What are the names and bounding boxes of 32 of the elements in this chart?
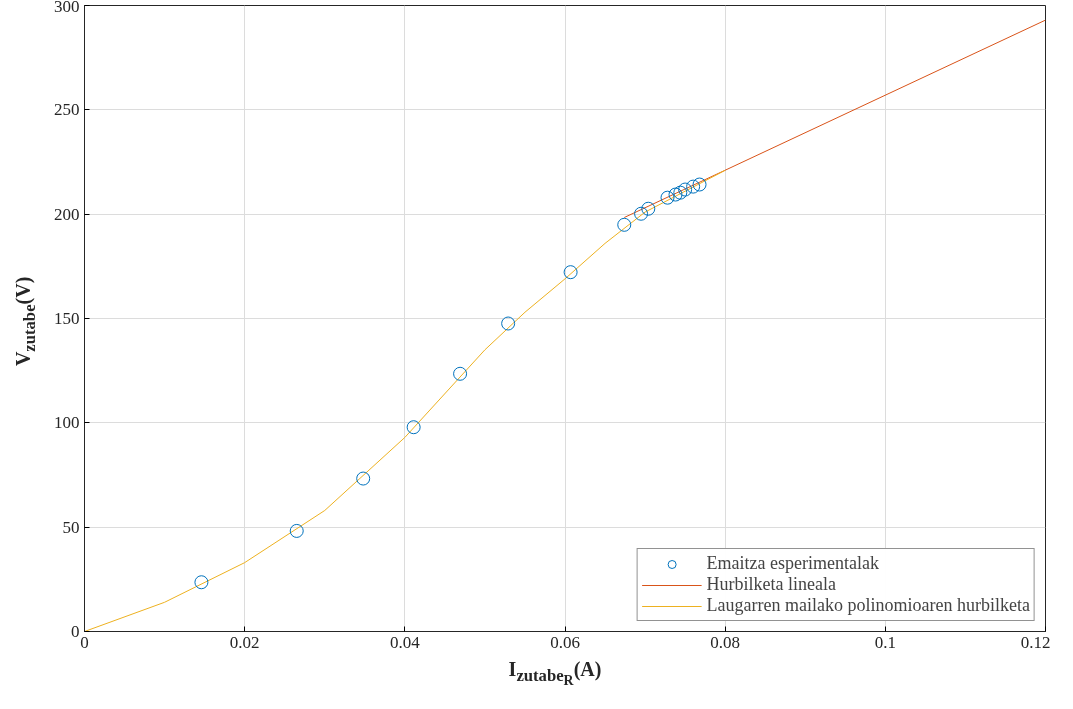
y-tick-label: 200 bbox=[54, 204, 80, 224]
legend-label: Laugarren mailako polinomioaren hurbilketa bbox=[706, 595, 1030, 616]
point bbox=[356, 471, 371, 486]
point bbox=[194, 575, 209, 590]
x-tick-label: 0.08 bbox=[710, 632, 741, 652]
x-tick-label: 0.02 bbox=[229, 632, 260, 652]
point bbox=[563, 265, 578, 280]
y-tick-label: 50 bbox=[62, 517, 80, 537]
point bbox=[617, 217, 632, 232]
point bbox=[289, 523, 304, 538]
point bbox=[641, 201, 656, 216]
point bbox=[501, 316, 516, 331]
y-tick-label: 300 bbox=[54, 0, 80, 16]
legend-label: Emaitza esperimentalak bbox=[706, 553, 880, 574]
point bbox=[668, 187, 683, 202]
y-tick-label: 250 bbox=[54, 100, 80, 120]
x-tick-label: 0.12 bbox=[1020, 632, 1051, 652]
point bbox=[692, 177, 707, 192]
point bbox=[660, 190, 675, 205]
x-tick-label: 0.06 bbox=[550, 632, 580, 652]
x-tick-label: 0.04 bbox=[389, 632, 421, 652]
point bbox=[678, 182, 693, 197]
point bbox=[406, 420, 421, 435]
point bbox=[634, 206, 649, 221]
y-tick-label: 150 bbox=[54, 309, 80, 328]
point bbox=[673, 185, 688, 200]
point bbox=[453, 366, 468, 381]
x-axis-title: I$_{zutabe}$$_{R}$(A) bbox=[507, 657, 603, 691]
legend-label: Hurbilketa lineala bbox=[706, 574, 837, 595]
y-tick-label: 100 bbox=[54, 413, 80, 433]
x-tick-label: 0.1 bbox=[874, 632, 896, 652]
point bbox=[686, 179, 701, 194]
